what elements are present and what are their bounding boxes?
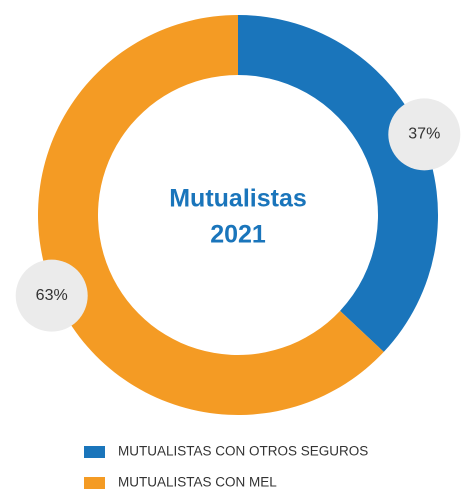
label-bubble (15, 259, 88, 332)
legend-label: MUTUALISTAS CON OTROS SEGUROS (118, 444, 368, 459)
label-bubble (388, 98, 461, 171)
legend-swatch (84, 477, 105, 489)
value-label: 37% (408, 126, 440, 143)
legend-swatch (84, 446, 105, 458)
chart-subtitle: 2021 (210, 221, 266, 249)
chart-title: Mutualistas (169, 185, 307, 213)
legend-label: MUTUALISTAS CON MEL (118, 475, 277, 490)
value-label: 63% (36, 287, 68, 304)
donut-segment (37, 15, 384, 415)
donut-segment (238, 15, 438, 352)
